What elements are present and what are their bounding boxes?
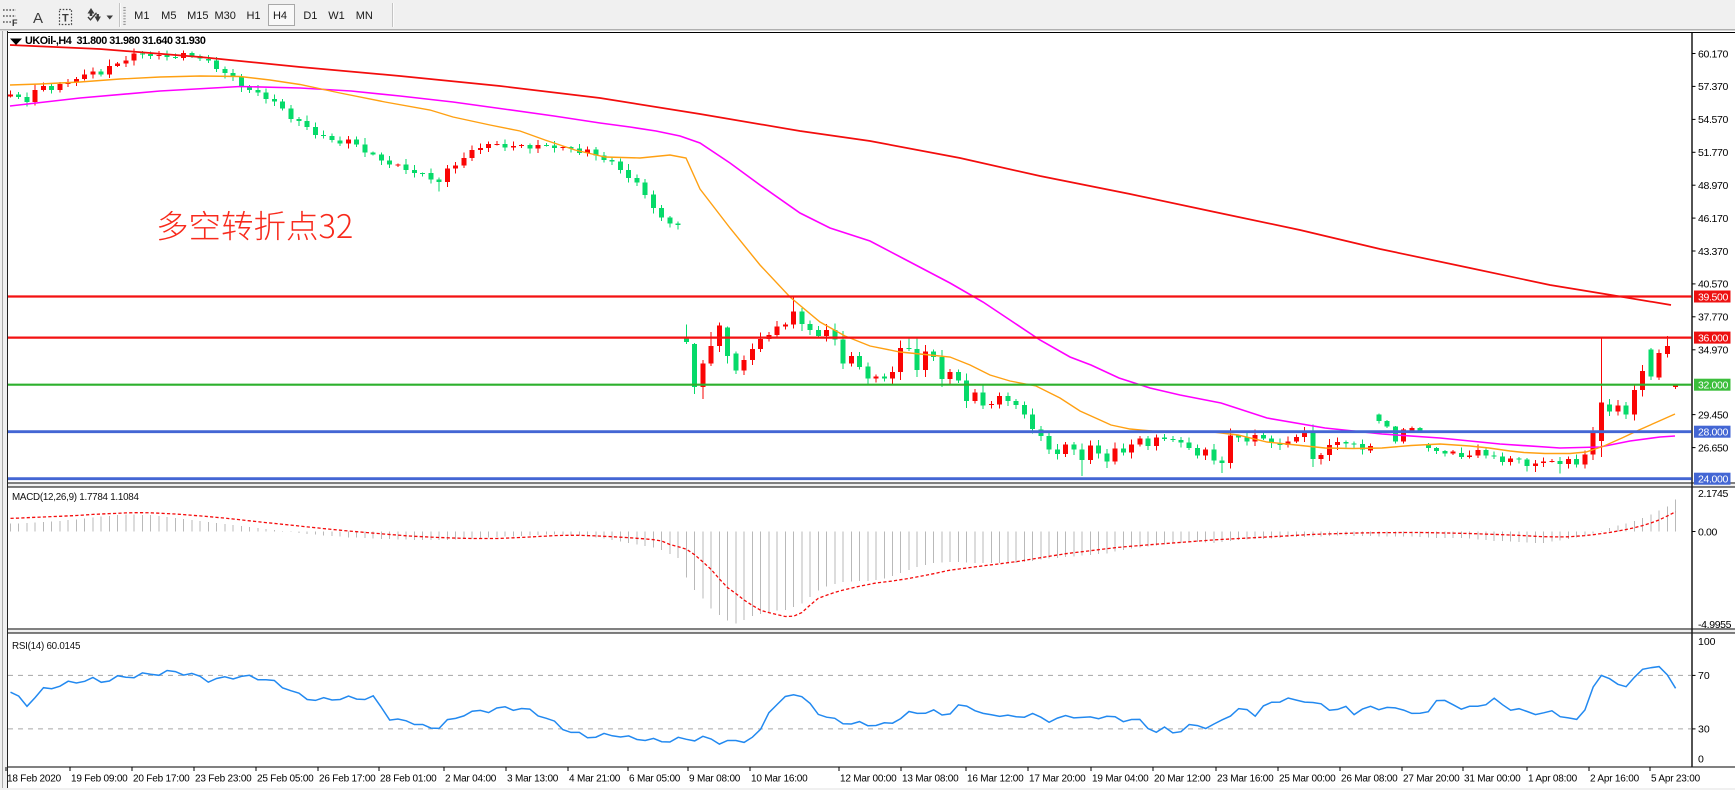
svg-text:43.370: 43.370: [1698, 246, 1729, 258]
svg-text:T: T: [62, 13, 69, 25]
svg-text:26.650: 26.650: [1698, 442, 1729, 454]
svg-text:18 Feb 2020: 18 Feb 2020: [7, 774, 62, 785]
svg-text:34.970: 34.970: [1698, 345, 1729, 357]
svg-text:48.970: 48.970: [1698, 180, 1729, 192]
svg-text:32.000: 32.000: [1698, 380, 1729, 392]
svg-text:31 Mar 00:00: 31 Mar 00:00: [1464, 774, 1521, 785]
svg-text:-4.9955: -4.9955: [1698, 619, 1732, 631]
svg-text:51.770: 51.770: [1698, 147, 1729, 159]
svg-text:2 Apr 16:00: 2 Apr 16:00: [1590, 774, 1640, 785]
svg-text:W1: W1: [328, 10, 345, 22]
svg-text:D1: D1: [303, 10, 317, 22]
svg-text:9 Mar 08:00: 9 Mar 08:00: [689, 774, 741, 785]
svg-text:57.370: 57.370: [1698, 81, 1729, 93]
svg-text:40.570: 40.570: [1698, 279, 1729, 291]
svg-text:19 Mar 04:00: 19 Mar 04:00: [1092, 774, 1149, 785]
svg-text:M15: M15: [187, 10, 208, 22]
svg-text:M30: M30: [214, 10, 235, 22]
svg-text:UKOil-,H4 31.800 31.980 31.64: UKOil-,H4 31.800 31.980 31.640 31.930: [25, 35, 206, 47]
svg-text:28.000: 28.000: [1698, 427, 1729, 439]
svg-text:54.570: 54.570: [1698, 114, 1729, 126]
svg-text:16 Mar 12:00: 16 Mar 12:00: [967, 774, 1024, 785]
svg-text:23 Feb 23:00: 23 Feb 23:00: [195, 774, 252, 785]
svg-text:4 Mar 21:00: 4 Mar 21:00: [569, 774, 621, 785]
svg-text:25 Feb 05:00: 25 Feb 05:00: [257, 774, 314, 785]
svg-text:RSI(14) 60.0145: RSI(14) 60.0145: [12, 641, 81, 652]
svg-text:17 Mar 20:00: 17 Mar 20:00: [1029, 774, 1086, 785]
svg-text:29.450: 29.450: [1698, 409, 1729, 421]
svg-text:60.170: 60.170: [1698, 48, 1729, 60]
svg-text:24.000: 24.000: [1698, 474, 1729, 486]
svg-text:39.500: 39.500: [1698, 291, 1729, 303]
svg-text:1 Apr 08:00: 1 Apr 08:00: [1528, 774, 1578, 785]
svg-text:0: 0: [1698, 754, 1704, 766]
svg-text:20 Mar 12:00: 20 Mar 12:00: [1154, 774, 1211, 785]
svg-text:3 Mar 13:00: 3 Mar 13:00: [507, 774, 559, 785]
svg-text:F: F: [12, 18, 18, 28]
svg-text:12 Mar 00:00: 12 Mar 00:00: [840, 774, 897, 785]
svg-text:28 Feb 01:00: 28 Feb 01:00: [380, 774, 437, 785]
svg-text:6 Mar 05:00: 6 Mar 05:00: [629, 774, 681, 785]
svg-text:M1: M1: [134, 10, 149, 22]
svg-text:37.770: 37.770: [1698, 312, 1729, 324]
svg-text:36.000: 36.000: [1698, 332, 1729, 344]
svg-text:26 Feb 17:00: 26 Feb 17:00: [319, 774, 376, 785]
svg-text:100: 100: [1698, 636, 1716, 648]
svg-text:10 Mar 16:00: 10 Mar 16:00: [751, 774, 808, 785]
svg-text:MN: MN: [356, 10, 373, 22]
svg-text:5 Apr 23:00: 5 Apr 23:00: [1651, 774, 1701, 785]
svg-text:46.170: 46.170: [1698, 213, 1729, 225]
svg-text:27 Mar 20:00: 27 Mar 20:00: [1403, 774, 1460, 785]
svg-text:2.1745: 2.1745: [1698, 488, 1729, 500]
svg-text:H1: H1: [246, 10, 260, 22]
svg-text:2 Mar 04:00: 2 Mar 04:00: [445, 774, 497, 785]
svg-text:70: 70: [1698, 670, 1710, 682]
svg-text:M5: M5: [161, 10, 176, 22]
svg-text:H4: H4: [273, 10, 287, 22]
svg-text:20 Feb 17:00: 20 Feb 17:00: [133, 774, 190, 785]
svg-text:MACD(12,26,9) 1.7784 1.1084: MACD(12,26,9) 1.7784 1.1084: [12, 492, 139, 503]
svg-text:23 Mar 16:00: 23 Mar 16:00: [1217, 774, 1274, 785]
svg-text:13 Mar 08:00: 13 Mar 08:00: [902, 774, 959, 785]
svg-text:A: A: [33, 10, 43, 27]
svg-text:26 Mar 08:00: 26 Mar 08:00: [1341, 774, 1398, 785]
svg-text:19 Feb 09:00: 19 Feb 09:00: [71, 774, 128, 785]
svg-text:30: 30: [1698, 724, 1710, 736]
svg-text:0.00: 0.00: [1698, 526, 1718, 538]
svg-text:25 Mar 00:00: 25 Mar 00:00: [1279, 774, 1336, 785]
